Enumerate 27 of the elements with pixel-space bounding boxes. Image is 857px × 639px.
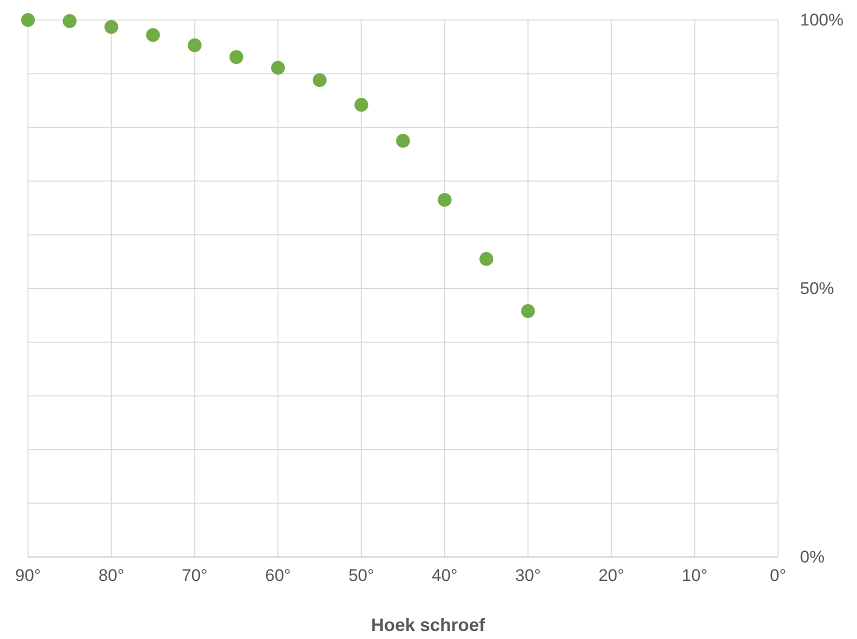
x-tick-label: 40°: [432, 566, 458, 586]
x-axis-title: Hoek schroef: [370, 615, 486, 635]
y-tick-label: 50%: [800, 278, 834, 298]
x-tick-label: 0°: [770, 566, 786, 586]
point: [21, 13, 35, 27]
x-tick-label: 70°: [182, 566, 208, 586]
point: [479, 252, 494, 266]
point: [396, 134, 410, 148]
y-tick-label: 0%: [800, 547, 825, 566]
x-tick-label: 50°: [348, 566, 374, 586]
point: [146, 28, 160, 42]
x-tick-label: 10°: [682, 566, 708, 586]
x-tick-label: 60°: [265, 566, 291, 586]
x-tick-label: 30°: [515, 566, 541, 586]
point: [229, 50, 244, 64]
point: [438, 193, 452, 207]
point: [188, 38, 202, 52]
point: [104, 20, 118, 34]
y-tick-label: 100%: [800, 10, 844, 30]
point: [312, 73, 327, 88]
x-tick-label: 90°: [15, 566, 41, 586]
point: [354, 98, 368, 112]
x-tick-label: 20°: [598, 566, 624, 586]
point: [62, 14, 77, 28]
point: [271, 60, 285, 75]
x-tick-label: 80°: [98, 566, 124, 586]
point: [521, 304, 535, 318]
